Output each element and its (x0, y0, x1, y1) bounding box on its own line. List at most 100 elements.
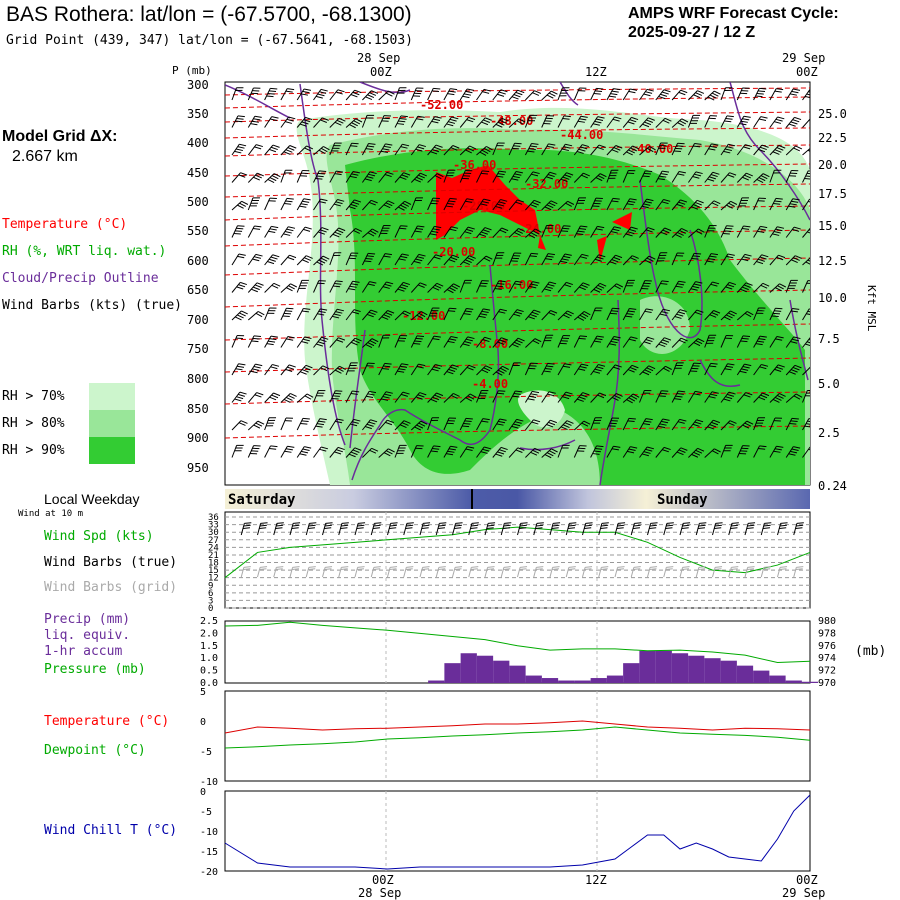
wind-barb-feather (447, 450, 455, 453)
wind-barb (345, 171, 354, 183)
wind-barb-feather (580, 115, 588, 118)
wind-barb-feather (446, 371, 454, 375)
wind-barb-feather (350, 451, 358, 456)
wind-barb-feather (807, 259, 810, 262)
wind-barb-feather (546, 365, 554, 368)
wind-barb (753, 282, 764, 293)
wind-barb-feather (511, 178, 519, 181)
wind-barb-feather (611, 90, 619, 93)
wind-barb (443, 336, 452, 348)
wind-barb-feather (594, 120, 602, 124)
wind-barb (500, 523, 505, 536)
wind-barb-feather (501, 337, 509, 341)
wind-barb-feather (548, 312, 556, 316)
wind-barb-feather (739, 123, 747, 126)
wind-barb (231, 420, 242, 431)
wind-barb-feather (288, 226, 296, 229)
wind-barb (280, 88, 288, 101)
wind-barb-feather (642, 175, 650, 178)
wind-barb-feather (334, 392, 342, 395)
wind-barb-feather (367, 342, 375, 347)
wind-barb (313, 117, 323, 128)
wind-barb (704, 281, 713, 293)
wind-barb (329, 390, 336, 403)
precip-bar (509, 665, 526, 683)
wind-barb (378, 391, 387, 403)
wind-barb-feather (238, 422, 246, 426)
wind-barb-feather (612, 228, 620, 232)
wind-barb (671, 252, 678, 266)
wind-barb (459, 226, 469, 238)
wind-barb (622, 226, 632, 238)
wind-barb (443, 308, 450, 321)
wind-barb-feather (240, 420, 248, 424)
wind-barb (443, 198, 451, 211)
wind-barb-feather (299, 453, 307, 456)
wind-barb-feather (364, 426, 372, 430)
wind-barb-feather (496, 285, 504, 288)
wind-barb-feather (341, 524, 349, 527)
wind-barb (541, 448, 552, 458)
wind-barb-feather (756, 179, 764, 184)
wind-barb (459, 198, 468, 211)
wind-barb-feather (276, 524, 284, 527)
wind-barb (410, 87, 417, 101)
wind-barb-feather (697, 90, 705, 94)
wind-barb-feather (731, 524, 739, 527)
wind-barb (247, 335, 255, 348)
wind-barb-feather (594, 368, 602, 372)
wind-barb-feather (450, 256, 458, 261)
wind-barb-feather (449, 118, 457, 122)
wind-barb (345, 199, 355, 211)
wind-barb (671, 228, 682, 238)
wind-barb (296, 308, 304, 321)
wind-barb-feather (690, 288, 698, 291)
wind-barb-feather (627, 231, 635, 235)
wind-barb-feather (437, 527, 446, 530)
wind-barb-feather (301, 310, 309, 313)
wind-barb-feather (666, 566, 674, 568)
wind-barb-feather (269, 177, 277, 182)
wind-barb (338, 523, 343, 536)
bottom-date-label: 29 Sep (782, 886, 825, 900)
wind-barb (622, 308, 630, 321)
kft-tick: 20.0 (818, 158, 847, 172)
wind-barb (394, 420, 405, 431)
wind-barb (622, 198, 631, 211)
wind-barb (704, 391, 713, 403)
wind-barb-feather (683, 522, 691, 524)
wind-barb-feather (466, 198, 474, 201)
wind-barb-feather (433, 366, 441, 370)
wind-barb (345, 143, 353, 156)
wind-barb-feather (446, 453, 454, 456)
wind-barb (492, 199, 501, 211)
wind-barb (736, 363, 745, 376)
wind-barb-feather (354, 447, 362, 451)
wind-barb (313, 198, 321, 211)
wind-barb (557, 172, 567, 183)
wind-barb-feather (550, 419, 557, 424)
wind-barb-feather (581, 144, 589, 148)
wind-barb-feather (744, 312, 752, 318)
top-time-label: 00Z (370, 65, 392, 79)
wind-barb-feather (419, 282, 427, 286)
wind-barb-feather (728, 202, 735, 207)
wind-barb-feather (335, 420, 343, 424)
wind-barb (345, 118, 357, 128)
wind-barb-feather (269, 447, 277, 450)
wind-barb-feather (368, 252, 376, 255)
wind-barb-feather (760, 284, 768, 289)
wind-barb-feather (238, 253, 246, 256)
wind-barb-feather (436, 173, 444, 178)
wind-barb (231, 172, 241, 183)
wind-barb (361, 143, 369, 156)
wind-barb-feather (598, 254, 606, 258)
wind-barb-feather (283, 398, 291, 403)
wind-barb-feather (546, 424, 554, 428)
wind-barb-feather (486, 568, 495, 570)
wind-barb (802, 170, 809, 183)
wind-barb (769, 393, 780, 403)
wind-barb (533, 523, 538, 536)
wind-barb-feather (629, 366, 637, 371)
